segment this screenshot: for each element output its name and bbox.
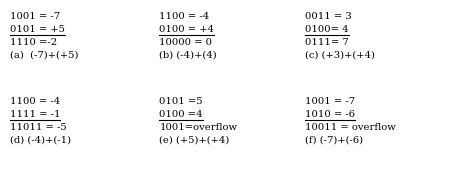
Text: 1001 = -7: 1001 = -7 (305, 97, 356, 106)
Text: 10000 = 0: 10000 = 0 (159, 38, 212, 47)
Text: 1100 = -4: 1100 = -4 (159, 12, 210, 21)
Text: 1001 = -7: 1001 = -7 (10, 12, 60, 21)
Text: (e) (+5)+(+4): (e) (+5)+(+4) (159, 136, 230, 145)
Text: 0100 =4: 0100 =4 (159, 110, 203, 119)
Text: 1110 =-2: 1110 =-2 (10, 38, 57, 47)
Text: 1111 = -1: 1111 = -1 (10, 110, 60, 119)
Text: 0100 = +4: 0100 = +4 (159, 25, 214, 34)
Text: 1010 = -6: 1010 = -6 (305, 110, 355, 119)
Text: 0100= 4: 0100= 4 (305, 25, 349, 34)
Text: 1001=overflow: 1001=overflow (159, 123, 238, 132)
Text: 0101 =5: 0101 =5 (159, 97, 203, 106)
Text: (d) (-4)+(-1): (d) (-4)+(-1) (10, 136, 71, 145)
Text: 1100 = -4: 1100 = -4 (10, 97, 60, 106)
Text: 10011 = overflow: 10011 = overflow (305, 123, 396, 132)
Text: 0101 = +5: 0101 = +5 (10, 25, 65, 34)
Text: (c) (+3)+(+4): (c) (+3)+(+4) (305, 51, 375, 60)
Text: (b) (-4)+(4): (b) (-4)+(4) (159, 51, 217, 60)
Text: (a)  (-7)+(+5): (a) (-7)+(+5) (10, 51, 79, 60)
Text: (f) (-7)+(-6): (f) (-7)+(-6) (305, 136, 363, 145)
Text: 0111= 7: 0111= 7 (305, 38, 349, 47)
Text: 11011 = -5: 11011 = -5 (10, 123, 66, 132)
Text: 0011 = 3: 0011 = 3 (305, 12, 352, 21)
